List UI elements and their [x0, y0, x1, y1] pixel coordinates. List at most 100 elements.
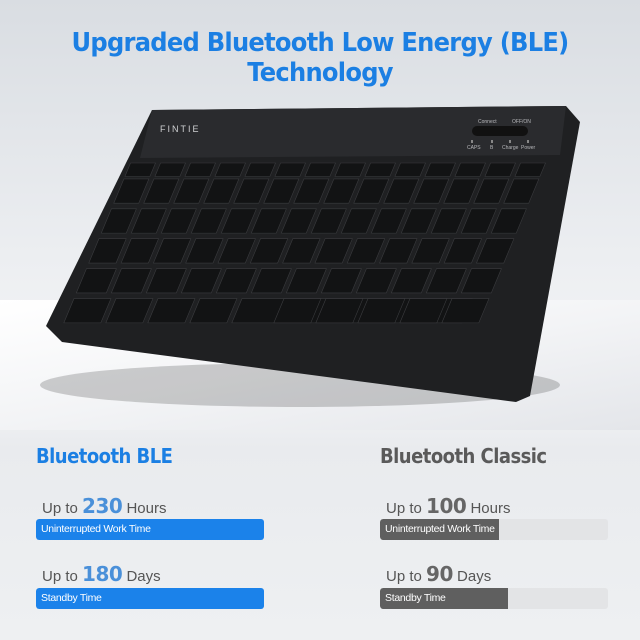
- ble-work-bar: Uninterrupted Work Time: [36, 519, 264, 540]
- keyboard-key: [285, 268, 327, 294]
- classic-column: Bluetooth Classic: [380, 444, 620, 468]
- keyboard-key: [152, 238, 192, 264]
- keyboard-key: [399, 298, 448, 324]
- power-switch[interactable]: [472, 126, 528, 136]
- page-title: Upgraded Bluetooth Low Energy (BLE) Tech…: [71, 28, 570, 88]
- keyboard-key: [203, 178, 240, 204]
- keyboard-key: [454, 162, 486, 177]
- keyboard-key: [334, 162, 366, 177]
- keyboard-key: [383, 178, 420, 204]
- keyboard-key: [413, 178, 450, 204]
- keyboard-key: [215, 268, 257, 294]
- keyboard-top-panel: [140, 106, 566, 158]
- keyboard-key: [190, 208, 227, 234]
- keyboard-key: [490, 208, 527, 234]
- keyboard-key: [323, 178, 360, 204]
- keyboard-key: [244, 162, 276, 177]
- keyboard-key: [370, 208, 407, 234]
- brand-logo: FINTIE: [160, 124, 201, 134]
- keyboard-key: [390, 268, 432, 294]
- keyboard-key: [180, 268, 222, 294]
- keyboard-key: [460, 208, 497, 234]
- ble-heading: Bluetooth BLE: [36, 444, 173, 468]
- keyboard-key: [315, 298, 364, 324]
- bar-fill: [36, 519, 264, 540]
- bluetooth-indicator-label: B: [490, 145, 494, 151]
- bar-fill: [380, 588, 508, 609]
- keyboard-key: [443, 178, 480, 204]
- keyboard-key: [340, 208, 377, 234]
- power-indicator-label: Power: [521, 145, 536, 151]
- keyboard-key: [263, 178, 300, 204]
- keyboard-key: [145, 268, 187, 294]
- keyboard-image: FINTIE Connect OFF/ON CAPS B Charge Powe…: [40, 106, 580, 407]
- power-indicator-light: [527, 140, 529, 143]
- classic-work-bar: Uninterrupted Work Time: [380, 519, 608, 540]
- keyboard-key: [304, 162, 336, 177]
- keyboard-key: [314, 238, 353, 264]
- keyboard-key: [189, 298, 238, 324]
- keyboard-key: [364, 162, 396, 177]
- keyboard-key: [425, 268, 467, 294]
- keyboard-key: [473, 178, 510, 204]
- classic-work-text: Up to 100 Hours: [386, 494, 511, 518]
- keyboard-key: [310, 208, 347, 234]
- key-grid: [63, 162, 546, 324]
- keyboard-key: [443, 238, 483, 264]
- charge-indicator-light: [509, 140, 511, 143]
- keyboard-key: [400, 208, 437, 234]
- classic-standby-bar: Standby Time: [380, 588, 608, 609]
- keyboard-key: [441, 298, 490, 324]
- keyboard-key: [250, 208, 287, 234]
- keyboard-key: [124, 162, 156, 177]
- connect-label: Connect: [478, 119, 497, 125]
- keyboard-key: [411, 238, 450, 264]
- keyboard-key: [379, 238, 418, 264]
- keyboard-key: [120, 238, 159, 264]
- keyboard-key: [346, 238, 386, 264]
- keyboard-key: [147, 298, 196, 324]
- keyboard-key: [220, 208, 257, 234]
- keyboard-key: [250, 268, 292, 294]
- keyboard-key: [353, 178, 390, 204]
- keyboard-key: [214, 162, 246, 177]
- keyboard-key: [217, 238, 256, 264]
- ble-standby-text: Up to 180 Days: [42, 562, 161, 586]
- keyboard-key: [184, 162, 216, 177]
- keyboard-key: [143, 178, 180, 204]
- keyboard-key: [282, 238, 321, 264]
- keyboard-key: [460, 268, 502, 294]
- ble-standby-bar: Standby Time: [36, 588, 264, 609]
- keyboard-key: [110, 268, 152, 294]
- classic-standby-text: Up to 90 Days: [386, 562, 492, 586]
- keyboard-key: [514, 162, 546, 177]
- caps-indicator-label: CAPS: [467, 145, 481, 151]
- keyboard-key: [430, 208, 467, 234]
- keyboard-key: [233, 178, 270, 204]
- off-on-label: OFF/ON: [512, 119, 531, 125]
- caps-indicator-light: [471, 140, 473, 143]
- classic-heading: Bluetooth Classic: [380, 444, 547, 468]
- keyboard-key: [320, 268, 362, 294]
- keyboard-key: [280, 208, 317, 234]
- keyboard-key: [357, 298, 406, 324]
- keyboard-key: [355, 268, 397, 294]
- keyboard-key: [105, 298, 154, 324]
- bar-fill: [380, 519, 499, 540]
- keyboard-key: [274, 162, 306, 177]
- keyboard-key: [154, 162, 186, 177]
- bluetooth-indicator-light: [491, 140, 493, 143]
- keyboard-key: [424, 162, 456, 177]
- keyboard-key: [185, 238, 224, 264]
- keyboard-key: [88, 238, 127, 264]
- bar-fill: [36, 588, 264, 609]
- keyboard-key: [249, 238, 289, 264]
- keyboard-key: [394, 162, 426, 177]
- keyboard-key: [100, 208, 137, 234]
- keyboard-key: [130, 208, 167, 234]
- keyboard-key: [160, 208, 197, 234]
- keyboard-key: [503, 178, 540, 204]
- keyboard-key: [75, 268, 117, 294]
- ble-work-text: Up to 230 Hours: [42, 494, 167, 518]
- charge-indicator-label: Charge: [502, 145, 519, 151]
